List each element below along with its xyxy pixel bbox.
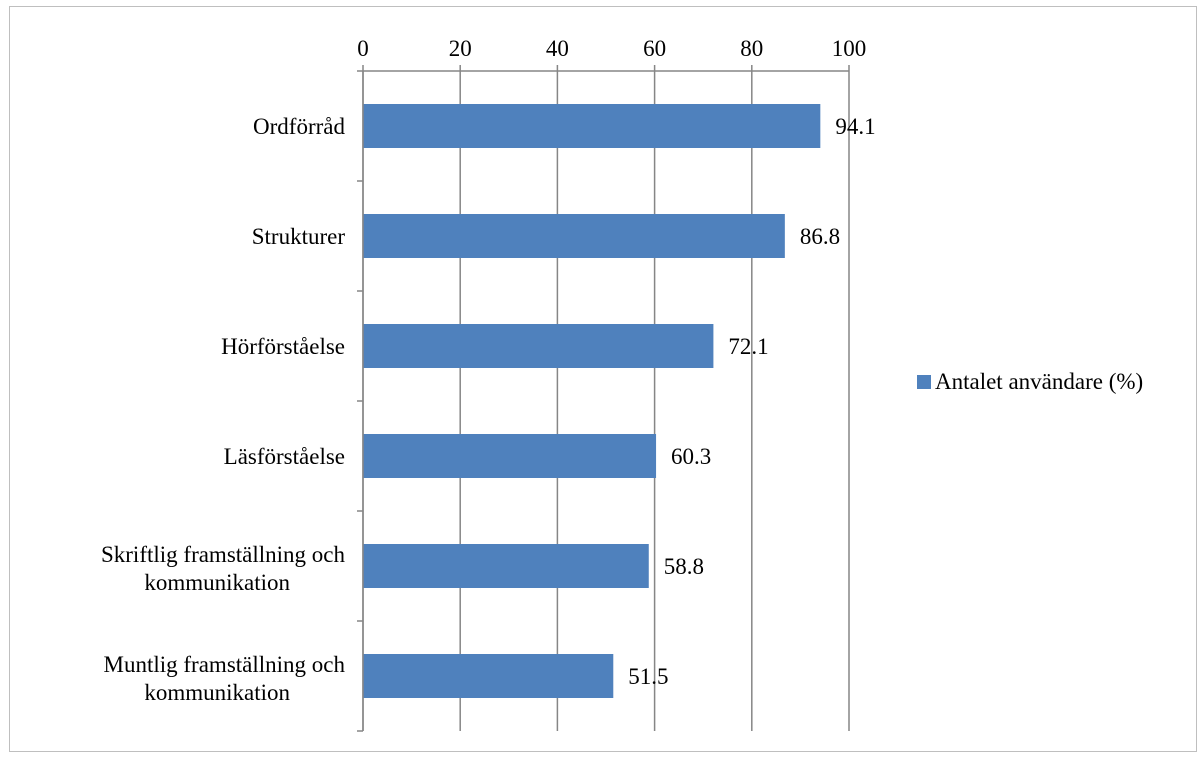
category-axis (357, 70, 364, 732)
category-label: Muntlig framställning och kommunikation (104, 652, 346, 705)
data-labels: 94.1 86.8 72.1 60.3 58.8 51.5 (628, 114, 875, 689)
category-label: Läsförståelse (224, 444, 345, 469)
x-tick-label: 40 (546, 36, 569, 61)
category-label: Skriftlig framställning och kommunikation (101, 542, 346, 595)
data-label: 94.1 (835, 114, 875, 139)
category-label: Ordförråd (253, 114, 345, 139)
data-label: 60.3 (671, 444, 711, 469)
value-axis-ticks: 0 20 40 60 80 100 (357, 36, 867, 72)
category-labels: Ordförråd Strukturer Hörförståelse Läsförst… (101, 114, 346, 705)
bars (363, 104, 821, 698)
category-label: Strukturer (252, 224, 346, 249)
data-label: 86.8 (800, 224, 840, 249)
x-tick-label: 100 (832, 36, 867, 61)
category-label: Hörförståelse (221, 334, 345, 359)
x-tick-label: 80 (740, 36, 763, 61)
bar (363, 654, 614, 698)
x-tick-label: 0 (357, 36, 369, 61)
x-tick-label: 20 (449, 36, 472, 61)
data-label: 51.5 (628, 664, 668, 689)
x-tick-label: 60 (643, 36, 666, 61)
bar (363, 434, 657, 478)
data-label: 58.8 (664, 554, 704, 579)
legend: Antalet användare (%) (917, 369, 1143, 394)
bar (363, 214, 785, 258)
chart-frame: 0 20 40 60 80 100 Ordförråd Strukturer Hörförst… (9, 6, 1197, 752)
bar-chart: 0 20 40 60 80 100 Ordförråd Strukturer Hörförst… (101, 36, 1143, 732)
data-label: 72.1 (728, 334, 768, 359)
bar (363, 544, 649, 588)
legend-swatch (917, 375, 931, 389)
bar (363, 324, 714, 368)
grid-lines (362, 71, 850, 731)
legend-label: Antalet användare (%) (935, 369, 1143, 394)
bar (363, 104, 821, 148)
